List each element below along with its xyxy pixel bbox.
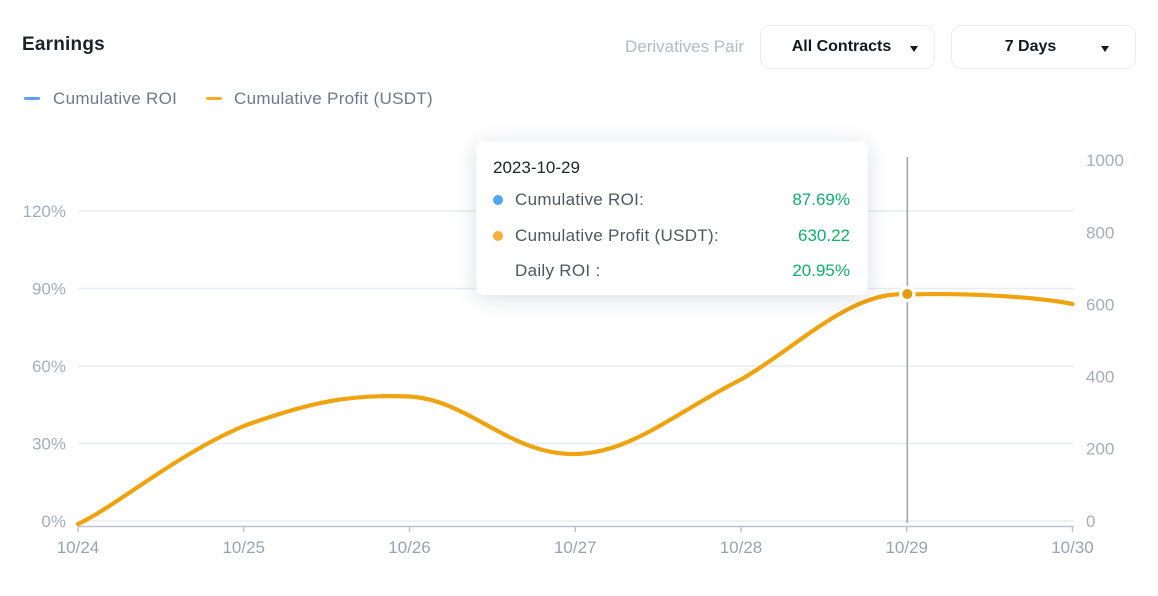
svg-text:10/27: 10/27 <box>554 538 597 557</box>
svg-text:10/25: 10/25 <box>222 538 265 557</box>
svg-text:0%: 0% <box>41 512 66 531</box>
svg-text:10/29: 10/29 <box>885 538 928 557</box>
svg-text:600: 600 <box>1086 296 1114 315</box>
svg-text:400: 400 <box>1086 368 1114 387</box>
svg-text:10/24: 10/24 <box>57 538 100 557</box>
svg-text:10/28: 10/28 <box>720 538 763 557</box>
svg-text:60%: 60% <box>32 357 66 376</box>
svg-text:90%: 90% <box>32 280 66 299</box>
svg-text:0: 0 <box>1086 512 1095 531</box>
svg-text:800: 800 <box>1086 224 1114 243</box>
svg-text:30%: 30% <box>32 435 66 454</box>
svg-text:10/30: 10/30 <box>1051 538 1094 557</box>
svg-text:1000: 1000 <box>1086 151 1124 170</box>
svg-text:200: 200 <box>1086 440 1114 459</box>
svg-text:120%: 120% <box>23 202 66 221</box>
svg-text:10/26: 10/26 <box>388 538 431 557</box>
